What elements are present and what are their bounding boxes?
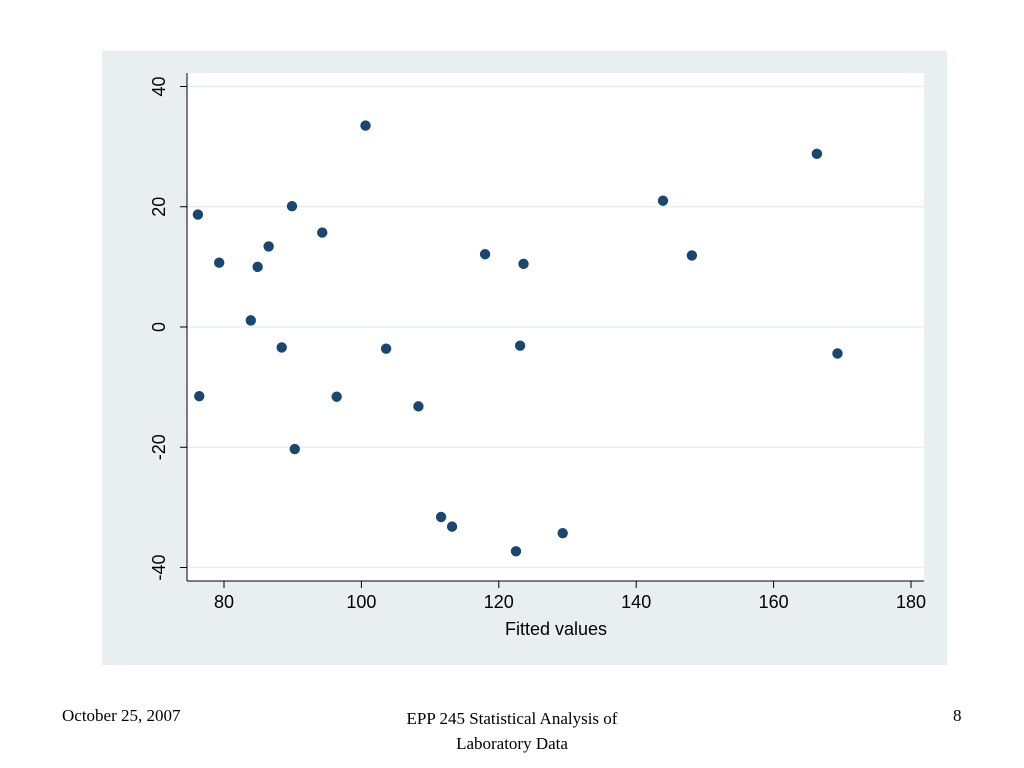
- x-tick-label: 160: [759, 592, 789, 612]
- y-tick-label: -20: [149, 434, 169, 460]
- footer-course-line-1: EPP 245 Statistical Analysis of: [406, 709, 618, 728]
- data-point: [194, 390, 205, 402]
- chart-panel: -40 -20 0 20 40 80 100 120 140 160 180 Fitted valu…: [102, 51, 947, 665]
- data-point: [435, 511, 447, 523]
- data-points: [192, 120, 843, 557]
- y-tick-label: 40: [149, 76, 169, 96]
- data-point: [832, 348, 843, 359]
- data-point: [245, 315, 256, 326]
- data-point: [192, 209, 204, 220]
- data-point: [510, 546, 522, 557]
- x-tick-label: 120: [484, 592, 514, 612]
- grid-lines: [187, 85, 924, 569]
- page-number: 8: [953, 706, 962, 725]
- data-point: [657, 195, 669, 206]
- data-point: [413, 401, 424, 412]
- data-point: [289, 443, 300, 455]
- scatter-plot: -40 -20 0 20 40 80 100 120 140 160 180 Fitted valu…: [149, 73, 926, 639]
- data-point: [331, 391, 342, 402]
- x-tick-label: 100: [346, 592, 376, 612]
- data-point: [360, 120, 371, 131]
- footer-course-line-2: Laboratory Data: [456, 734, 568, 753]
- axes: -40 -20 0 20 40 80 100 120 140 160 180: [149, 73, 926, 612]
- data-point: [811, 148, 823, 160]
- data-point: [380, 343, 392, 354]
- data-point: [286, 200, 298, 212]
- data-point: [446, 521, 458, 532]
- y-tick-label: 0: [149, 322, 169, 332]
- data-point: [686, 250, 698, 261]
- data-point: [263, 241, 274, 252]
- y-tick-label: 20: [149, 197, 169, 217]
- x-axis-title: Fitted values: [505, 619, 607, 639]
- data-point: [518, 258, 529, 270]
- x-tick-label: 180: [896, 592, 926, 612]
- data-point: [276, 342, 287, 353]
- data-point: [317, 227, 328, 238]
- x-tick-label: 80: [214, 592, 234, 612]
- y-tick-label: -40: [149, 554, 169, 580]
- data-point: [479, 249, 491, 260]
- data-point: [252, 261, 263, 273]
- data-point: [557, 528, 568, 539]
- data-point: [213, 257, 225, 268]
- footer-date: October 25, 2007: [62, 706, 181, 725]
- x-tick-label: 140: [621, 592, 651, 612]
- footer-course-title: EPP 245 Statistical Analysis of Laborato…: [362, 706, 662, 756]
- data-point: [514, 340, 526, 351]
